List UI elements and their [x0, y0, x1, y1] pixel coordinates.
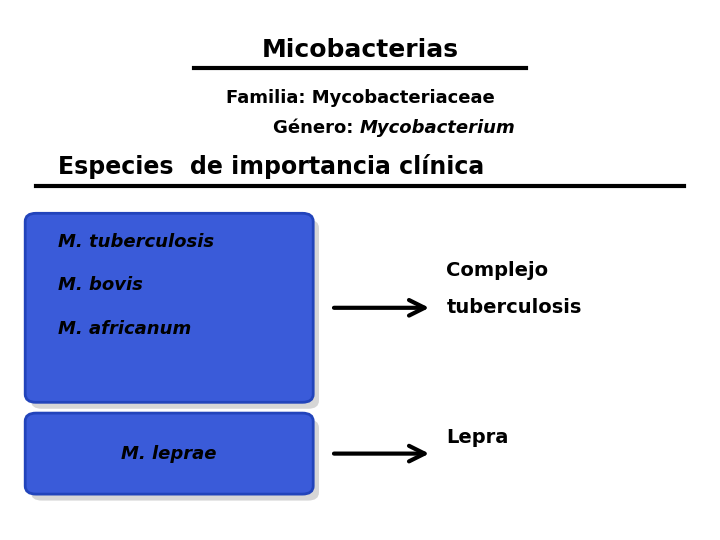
Text: Familia: Mycobacteriaceae: Familia: Mycobacteriaceae: [225, 89, 495, 107]
Text: M. tuberculosis: M. tuberculosis: [58, 233, 214, 251]
FancyBboxPatch shape: [25, 413, 313, 494]
Text: M. africanum: M. africanum: [58, 320, 191, 338]
Text: M. leprae: M. leprae: [122, 444, 217, 463]
FancyBboxPatch shape: [31, 220, 319, 409]
Text: Especies  de importancia clínica: Especies de importancia clínica: [58, 154, 484, 179]
Text: Mycobacterium: Mycobacterium: [360, 119, 516, 137]
Text: M. bovis: M. bovis: [58, 276, 143, 294]
Text: Complejo: Complejo: [446, 260, 549, 280]
FancyBboxPatch shape: [25, 213, 313, 402]
Text: Micobacterias: Micobacterias: [261, 38, 459, 62]
Text: Lepra: Lepra: [446, 428, 509, 447]
FancyBboxPatch shape: [31, 420, 319, 501]
Text: Género:: Género:: [274, 119, 360, 137]
Text: tuberculosis: tuberculosis: [446, 298, 582, 318]
